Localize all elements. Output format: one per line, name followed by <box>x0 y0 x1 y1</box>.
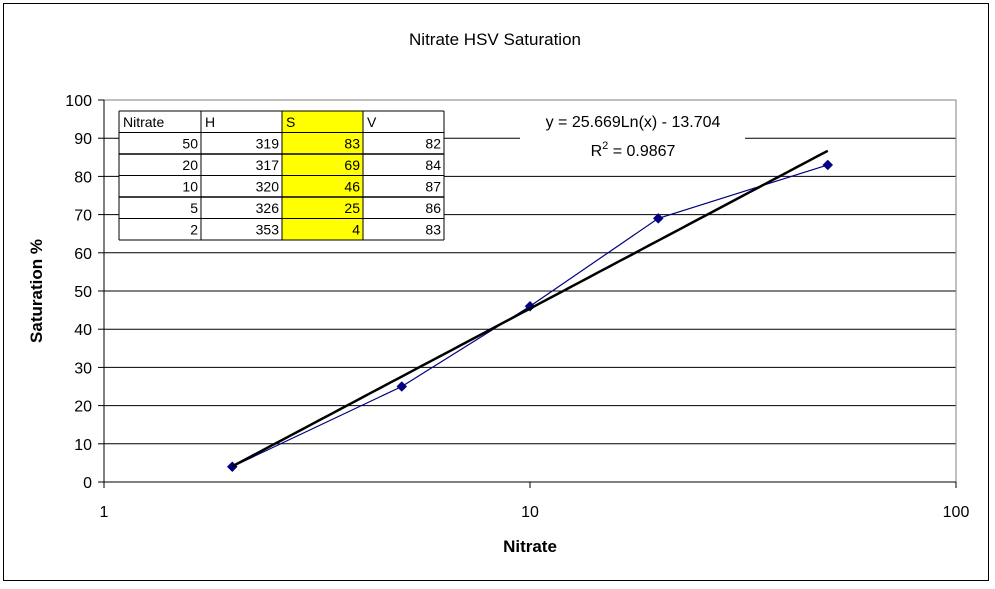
table-cell: 320 <box>256 179 280 195</box>
r2-prefix: R <box>591 143 603 160</box>
table-header-cell: Nitrate <box>123 114 164 130</box>
table-cell: 83 <box>425 222 441 238</box>
table-cell: 83 <box>344 136 360 152</box>
x-axis-title: Nitrate <box>503 537 557 556</box>
data-point <box>396 381 408 392</box>
table-cell: 319 <box>256 136 280 152</box>
trendline <box>231 149 829 468</box>
y-tick-label: 50 <box>74 284 92 301</box>
x-tick-label: 1 <box>100 504 109 521</box>
table-cell: 46 <box>344 179 360 195</box>
y-tick-label: 100 <box>65 93 92 110</box>
table-cell: 2 <box>190 222 198 238</box>
y-tick-label: 70 <box>74 208 92 225</box>
table-cell: 20 <box>182 157 198 173</box>
data-table: Nitrate H S V 50 319 83 82 20 317 69 84 10 320 46 87 5 32… <box>118 110 445 241</box>
y-tick-label: 80 <box>74 169 92 186</box>
table-header-cell: H <box>205 114 215 130</box>
x-axis-ticks: 1 10 100 <box>100 100 970 521</box>
table-cell: 69 <box>344 157 360 173</box>
r2-value: = 0.9867 <box>608 143 675 160</box>
chart-frame <box>3 3 989 581</box>
table-cell: 317 <box>256 157 280 173</box>
trendline-equation: y = 25.669Ln(x) - 13.704 <box>546 114 721 131</box>
table-cell: 326 <box>256 200 280 216</box>
data-point <box>652 213 664 224</box>
y-axis-ticks: 0 10 20 30 40 50 60 70 80 90 100 <box>65 93 104 492</box>
x-tick-label: 100 <box>943 504 970 521</box>
y-tick-label: 60 <box>74 246 92 263</box>
trendline-r-squared: R2 = 0.9867 <box>591 140 676 160</box>
y-tick-label: 90 <box>74 131 92 148</box>
x-tick-label: 10 <box>521 504 539 521</box>
y-tick-label: 40 <box>74 322 92 339</box>
table-cell: 84 <box>425 157 441 173</box>
series-group <box>226 159 834 473</box>
table-cell: 82 <box>425 136 441 152</box>
table-cell: 10 <box>182 179 198 195</box>
table-cell: 4 <box>352 222 360 238</box>
trendline-group <box>231 149 829 468</box>
chart-title: Nitrate HSV Saturation <box>409 30 581 49</box>
y-tick-label: 20 <box>74 399 92 416</box>
equation-background <box>520 105 745 163</box>
table-header-cell: V <box>367 114 377 130</box>
table-cell: 353 <box>256 222 280 238</box>
y-axis-title: Saturation % <box>27 239 46 343</box>
table-cell: 86 <box>425 200 441 216</box>
y-tick-label: 30 <box>74 360 92 377</box>
y-tick-label: 10 <box>74 437 92 454</box>
r2-exponent: 2 <box>602 140 608 152</box>
trendline-equation-box: y = 25.669Ln(x) - 13.704 R2 = 0.9867 <box>520 105 745 163</box>
table-header-cell: S <box>286 114 295 130</box>
y-tick-label: 0 <box>83 475 92 492</box>
data-point <box>822 159 834 171</box>
table-cell: 5 <box>190 200 198 216</box>
table-cell: 87 <box>425 179 441 195</box>
table-cell: 50 <box>182 136 198 152</box>
table-cell: 25 <box>344 200 360 216</box>
